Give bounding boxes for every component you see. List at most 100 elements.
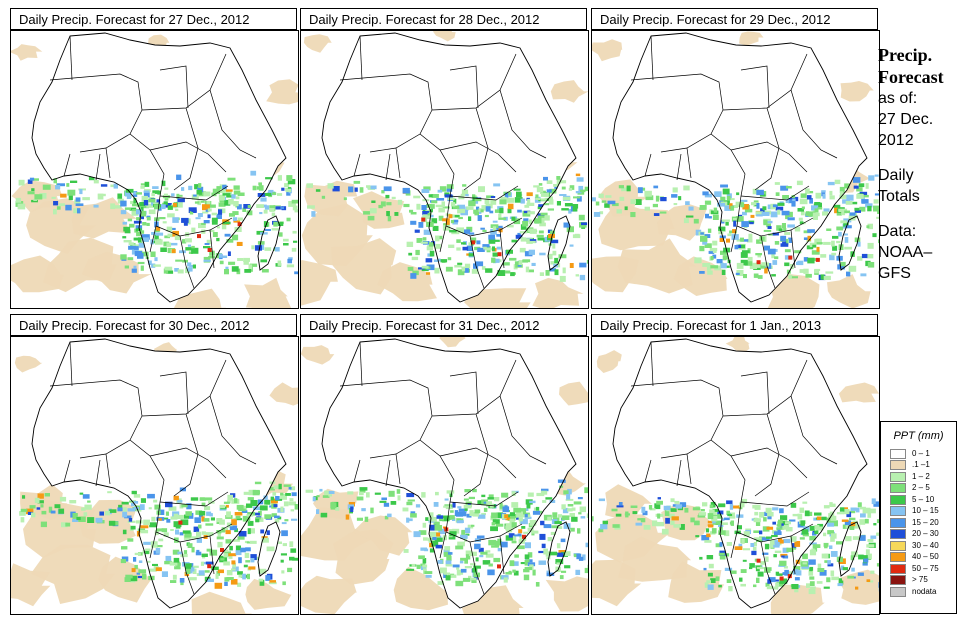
precip-map-svg <box>300 30 589 309</box>
precip-cell <box>170 580 177 583</box>
precip-cell <box>764 511 769 517</box>
precip-cell <box>579 506 586 513</box>
precip-cell <box>285 188 292 193</box>
precip-cell <box>865 549 870 555</box>
precip-cell <box>559 194 567 196</box>
precip-cell <box>434 267 440 274</box>
legend-label: 2 – 5 <box>912 483 930 493</box>
precip-cell <box>193 194 197 197</box>
precip-cell <box>556 543 561 549</box>
precip-cell <box>796 261 803 265</box>
precip-cell <box>222 221 231 225</box>
precip-cell <box>277 193 283 196</box>
precip-cell <box>726 579 732 583</box>
precip-cell <box>741 250 750 253</box>
precip-cell <box>171 193 175 197</box>
precip-cell <box>153 499 158 503</box>
precip-cell <box>99 511 104 516</box>
precip-cell <box>511 239 518 243</box>
precip-cell <box>694 520 700 526</box>
precip-cell <box>82 494 90 499</box>
precip-cell <box>472 194 476 198</box>
heavy-precip-cell <box>815 257 820 262</box>
precip-cell <box>730 205 735 211</box>
precip-cell <box>280 492 284 496</box>
precip-cell <box>841 565 845 571</box>
precip-cell <box>768 233 776 236</box>
precip-cell <box>788 237 793 243</box>
precip-cell <box>480 209 484 213</box>
precip-cell <box>523 259 531 263</box>
precip-cell <box>155 567 162 572</box>
precip-cell <box>397 495 401 501</box>
precip-cell <box>741 538 745 544</box>
legend-item: 20 – 30 <box>890 529 956 541</box>
precip-cell <box>857 241 861 247</box>
precip-cell <box>765 536 773 539</box>
precip-cell <box>801 529 809 535</box>
precip-cell <box>538 230 544 234</box>
precip-cell <box>578 185 584 192</box>
precip-cell <box>234 498 238 504</box>
precip-cell <box>466 206 474 210</box>
precip-cell <box>543 524 552 529</box>
precip-cell <box>431 194 439 198</box>
precip-cell <box>416 564 421 569</box>
heavy-precip-cell <box>788 255 793 260</box>
precip-cell <box>600 524 608 530</box>
africa-coastline <box>321 338 577 609</box>
precip-cell <box>816 516 822 521</box>
precip-cell <box>215 573 219 579</box>
precip-cell <box>170 242 178 246</box>
precip-cell <box>859 206 866 212</box>
precip-cell <box>211 212 218 216</box>
precip-cell <box>611 508 618 512</box>
precip-cell <box>456 227 464 233</box>
country-border <box>754 107 780 191</box>
country-border <box>353 459 361 483</box>
precip-cell <box>710 256 714 260</box>
light-rain-blob <box>377 262 437 302</box>
precip-cell <box>120 200 127 207</box>
precip-cell <box>708 250 715 254</box>
precip-cell <box>483 246 487 250</box>
precip-cell <box>172 230 179 237</box>
precip-cell <box>182 530 191 534</box>
precip-cell <box>568 209 572 214</box>
precip-cell <box>234 528 238 533</box>
precip-cell <box>229 213 235 217</box>
precip-cell <box>823 241 831 245</box>
precip-cell <box>845 201 853 205</box>
precip-cell <box>464 268 469 273</box>
precip-cell <box>233 517 238 521</box>
precip-cell <box>468 242 472 246</box>
precip-cell <box>523 210 531 214</box>
precip-cell <box>511 216 516 221</box>
precip-cell <box>235 545 241 552</box>
precip-cell <box>180 582 184 586</box>
light-rain-blob <box>244 277 292 309</box>
precip-cell <box>286 175 293 181</box>
precip-cell <box>191 194 199 200</box>
precip-cell <box>755 521 761 526</box>
precip-cell <box>166 519 171 523</box>
precip-cell <box>226 577 234 580</box>
precip-cell <box>865 183 869 189</box>
precip-cell <box>457 209 461 214</box>
precip-cell <box>492 519 500 524</box>
precip-cell <box>789 519 796 522</box>
precip-cell <box>644 206 650 211</box>
precip-cell <box>787 224 795 228</box>
precip-cell <box>487 569 495 576</box>
precip-cell <box>154 257 158 262</box>
legend-item: 15 – 20 <box>890 517 956 529</box>
precip-cell <box>612 524 620 528</box>
precip-cell <box>527 198 531 205</box>
precip-cell <box>832 245 838 251</box>
precip-cell <box>876 216 880 219</box>
precip-cell <box>665 517 670 524</box>
precip-cell <box>235 515 241 519</box>
precip-cell <box>433 521 440 527</box>
precip-cell <box>221 224 227 230</box>
info-heading-line1: Precip. <box>878 45 933 65</box>
